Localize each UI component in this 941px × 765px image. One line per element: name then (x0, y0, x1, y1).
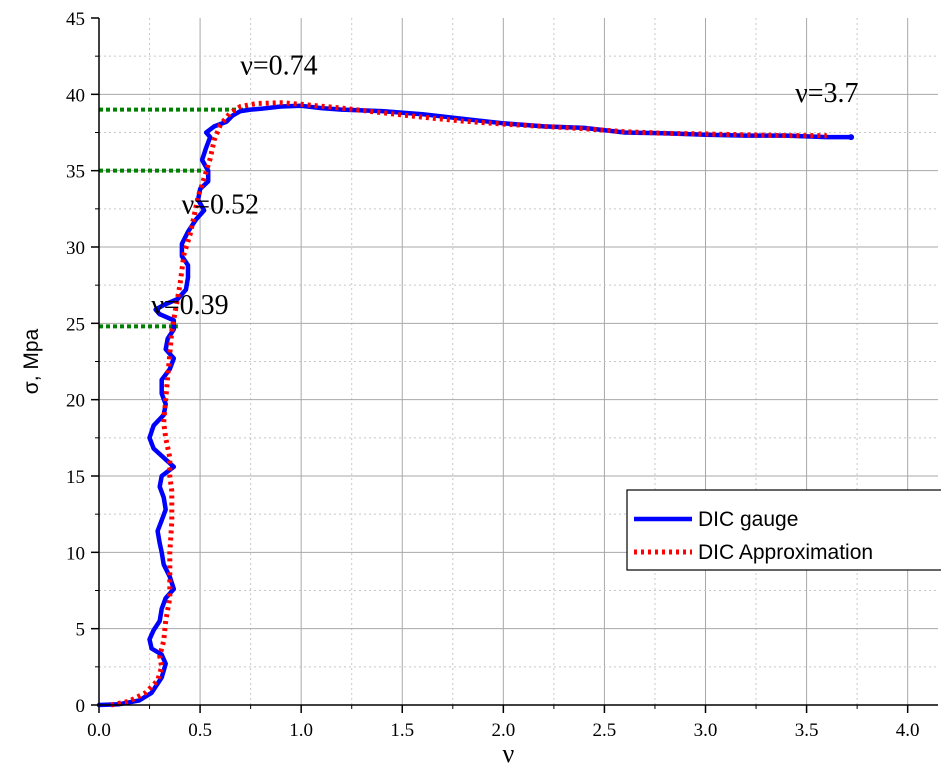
reference-lines (99, 107, 249, 329)
y-tick-label: 35 (66, 162, 85, 183)
x-tick-label: 1.5 (390, 720, 414, 741)
y-axis-title: σ, Mpa (20, 328, 43, 394)
y-tick-label: 25 (66, 314, 85, 335)
y-tick-label: 15 (66, 467, 85, 488)
annotation-label: ν=3.7 (795, 78, 858, 109)
x-tick-label: 1.0 (289, 720, 313, 741)
x-tick-label: 2.0 (491, 720, 515, 741)
legend-box (626, 489, 941, 571)
series-endpoint (848, 134, 855, 141)
y-tick-label: 45 (66, 9, 85, 30)
x-tick-label: 3.0 (694, 720, 718, 741)
tick-marks (91, 17, 909, 713)
x-tick-label: 4.0 (896, 720, 920, 741)
y-tick-label: 5 (76, 620, 86, 641)
x-tick-label: 2.5 (593, 720, 617, 741)
y-tick-label: 10 (66, 543, 85, 564)
x-tick-label: 0.5 (188, 720, 212, 741)
annotation-label: ν=0.39 (151, 290, 228, 321)
y-tick-label: 40 (66, 85, 85, 106)
x-tick-label: 0.0 (87, 720, 111, 741)
legend-label-dic-gauge: DIC gauge (698, 508, 798, 531)
y-tick-label: 20 (66, 391, 85, 412)
annotations: ν=0.39 ν=0.52 ν=0.74 ν=3.7 (151, 50, 858, 321)
y-tick-label: 0 (76, 696, 86, 717)
x-axis-title: ν (503, 739, 515, 765)
legend: DIC gauge DIC Approximation (626, 489, 941, 571)
annotation-label: ν=0.74 (240, 50, 317, 81)
series-layer (96, 100, 855, 708)
y-tick-label: 30 (66, 238, 85, 259)
x-tick-label: 3.5 (795, 720, 819, 741)
series-line-dic-approximation (110, 100, 827, 708)
legend-label-dic-approximation: DIC Approximation (698, 541, 873, 564)
series-line-dic-gauge (96, 103, 854, 708)
annotation-label: ν=0.52 (182, 189, 259, 220)
tick-labels: 0.0 0.5 1.0 1.5 2.0 2.5 3.0 3.5 4.0 0 5 10 15 20 25 30 3… (66, 9, 920, 741)
